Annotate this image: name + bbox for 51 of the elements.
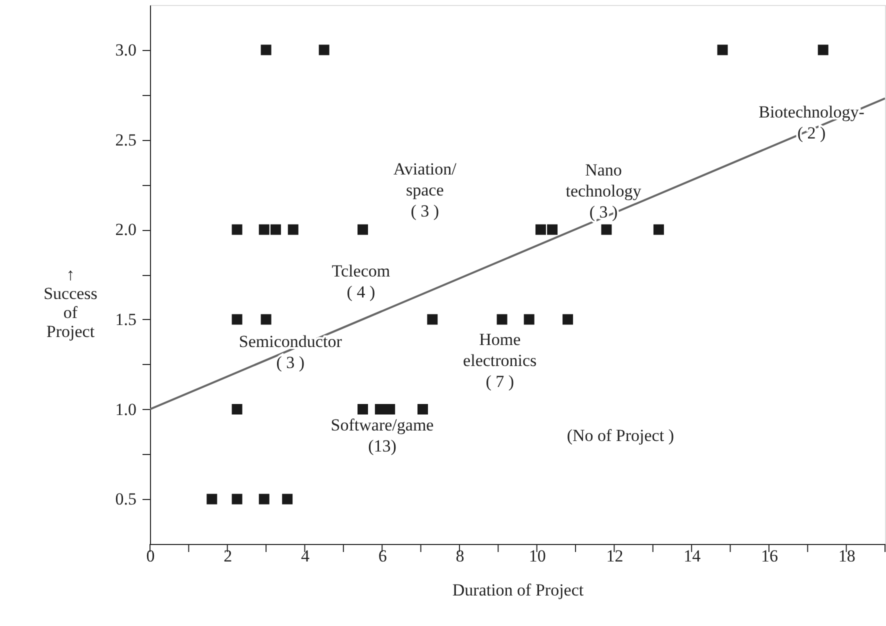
point — [232, 224, 242, 235]
annotation: Tclecom ( 4 ) — [332, 262, 390, 302]
annotation: Aviation/ space ( 3 ) — [393, 159, 457, 220]
point — [258, 224, 270, 235]
point — [358, 224, 368, 235]
y-tick-label: 1.0 — [115, 400, 136, 419]
x-tick-label: 0 — [146, 546, 155, 566]
y-tick-label: 3.0 — [115, 40, 136, 60]
point — [282, 494, 293, 504]
x-tick-label: 6 — [378, 546, 387, 566]
point — [417, 404, 428, 414]
point — [717, 44, 728, 56]
point — [206, 494, 218, 504]
y-tick-label: 2.0 — [115, 220, 136, 240]
point — [232, 404, 242, 414]
x-tick-label: 10 — [528, 546, 546, 566]
annotation: Software/game (13) — [330, 415, 434, 456]
x-tick-label: 14 — [684, 546, 702, 566]
x-tick-label: 4 — [300, 546, 310, 566]
point — [562, 314, 574, 325]
point — [384, 404, 396, 414]
y-tick-label: 0.5 — [115, 490, 136, 509]
point — [496, 314, 508, 325]
point — [260, 44, 272, 56]
point — [535, 224, 546, 235]
y-tick-label: 1.5 — [115, 310, 136, 329]
point — [374, 404, 386, 414]
x-axis-title: Duration of Project — [452, 580, 584, 600]
x-tick-label: 16 — [760, 546, 778, 566]
point — [258, 494, 270, 504]
point — [318, 44, 330, 56]
point — [232, 314, 242, 325]
point — [232, 494, 242, 504]
point — [653, 224, 664, 235]
point — [270, 224, 281, 235]
point — [547, 224, 558, 235]
annotation: (No of Project ) — [566, 426, 674, 446]
x-tick-label: 2 — [224, 546, 232, 566]
point — [524, 314, 534, 325]
point — [818, 44, 828, 56]
y-axis-title: ↑ Success of Project — [44, 265, 98, 341]
y-tick-label: 2.5 — [115, 130, 136, 150]
x-tick-label: 12 — [606, 546, 624, 566]
point — [427, 314, 438, 325]
annotation: Home electronics ( 7 ) — [463, 330, 537, 392]
x-tick-label: 8 — [456, 546, 464, 566]
point — [260, 314, 272, 325]
point — [601, 224, 612, 235]
point — [358, 404, 368, 414]
x-tick-label: 18 — [838, 546, 856, 566]
point — [288, 224, 298, 235]
